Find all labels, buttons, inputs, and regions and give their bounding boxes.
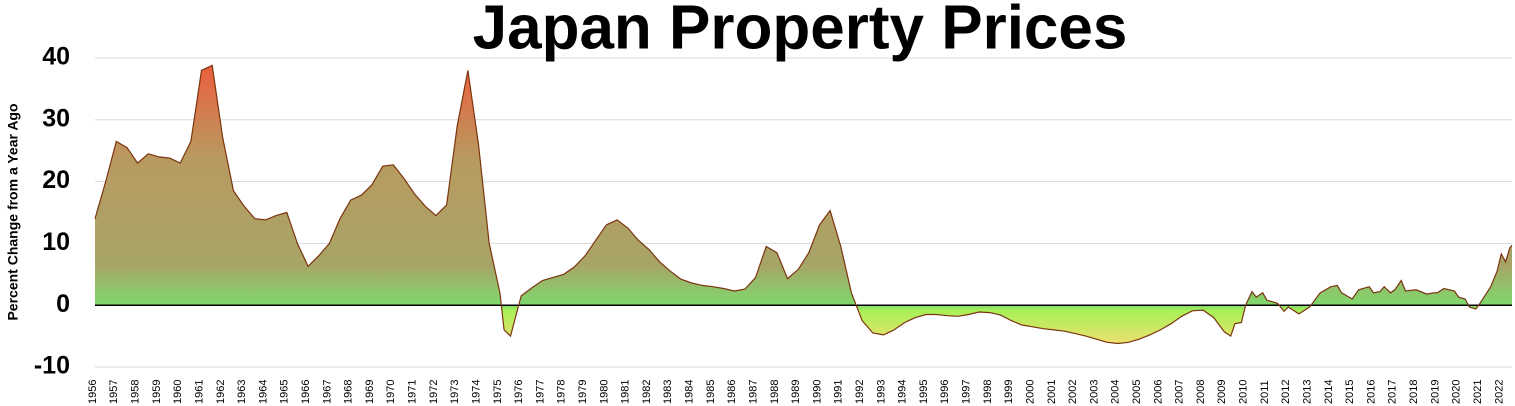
- x-tick-label: 1999: [1003, 380, 1015, 404]
- x-tick-label: 1996: [939, 380, 951, 404]
- x-tick-label: 2000: [1024, 380, 1036, 404]
- y-tick-label: 0: [56, 290, 70, 318]
- x-tick-label: 1959: [151, 380, 163, 404]
- y-tick-label: 30: [42, 104, 70, 132]
- x-tick-label: 1973: [449, 380, 461, 404]
- y-tick-label: 10: [42, 228, 70, 256]
- x-tick-label: 1968: [343, 380, 355, 404]
- x-tick-label: 1991: [833, 380, 845, 404]
- x-tick-label: 2015: [1344, 380, 1356, 404]
- x-tick-label: 2002: [1067, 380, 1079, 404]
- y-tick-label: 20: [42, 166, 70, 194]
- x-tick-label: 1984: [684, 380, 696, 404]
- x-tick-label: 1976: [513, 380, 525, 404]
- x-tick-label: 2005: [1131, 380, 1143, 404]
- x-tick-label: 2009: [1216, 380, 1228, 404]
- x-tick-label: 2016: [1365, 380, 1377, 404]
- x-tick-label: 2006: [1152, 380, 1164, 404]
- x-tick-label: 1992: [854, 380, 866, 404]
- x-tick-label: 1983: [662, 380, 674, 404]
- x-tick-label: 2013: [1301, 380, 1313, 404]
- area: [95, 65, 1512, 344]
- line: [94, 64, 1513, 345]
- x-tick-label: 1956: [87, 380, 99, 404]
- x-tick-label: 1994: [897, 380, 909, 404]
- x-tick-label: 1967: [321, 380, 333, 404]
- x-tick-label: 1975: [492, 380, 504, 404]
- x-tick-label: 1981: [620, 380, 632, 404]
- x-tick-label: 2001: [1046, 380, 1058, 404]
- x-tick-label: 1989: [790, 380, 802, 404]
- x-tick-label: 1997: [961, 380, 973, 404]
- x-tick-label: 1962: [215, 380, 227, 404]
- x-tick-label: 1964: [257, 380, 269, 404]
- x-tick-label: 1971: [407, 380, 419, 404]
- x-tick-label: 2010: [1238, 380, 1250, 404]
- x-tick-label: 1982: [641, 380, 653, 404]
- x-tick-label: 2018: [1408, 380, 1420, 404]
- x-tick-label: 1972: [428, 380, 440, 404]
- x-tick-label: 2012: [1280, 380, 1292, 404]
- x-tick-label: 1960: [172, 380, 184, 404]
- x-tick-label: 1970: [385, 380, 397, 404]
- x-tick-label: 1963: [236, 380, 248, 404]
- x-tick-label: 2007: [1174, 380, 1186, 404]
- x-tick-label: 1998: [982, 380, 994, 404]
- x-tick-label: 1965: [279, 380, 291, 404]
- x-tick-label: 2008: [1195, 380, 1207, 404]
- x-tick-label: 2011: [1259, 380, 1271, 404]
- x-tick-label: 1969: [364, 380, 376, 404]
- x-tick-label: 1966: [300, 380, 312, 404]
- x-tick-label: 1987: [747, 380, 759, 404]
- x-tick-label: 2003: [1088, 380, 1100, 404]
- x-tick-label: 1995: [918, 380, 930, 404]
- y-tick-label: 40: [42, 43, 70, 71]
- x-tick-label: 1974: [470, 380, 482, 404]
- x-tick-label: 1978: [556, 380, 568, 404]
- x-tick-label: 1961: [193, 380, 205, 404]
- x-tick-label: 1993: [875, 380, 887, 404]
- x-tick-label: 1985: [705, 380, 717, 404]
- grid: [95, 57, 1512, 368]
- y-axis-label: Percent Change from a Year Ago: [5, 103, 21, 320]
- chart-title: Japan Property Prices: [473, 0, 1128, 62]
- x-tick-label: 2004: [1110, 380, 1122, 404]
- x-tick-label: 1990: [811, 380, 823, 404]
- x-tick-label: 2022: [1493, 380, 1505, 404]
- x-tick-label: 1986: [726, 380, 738, 404]
- x-tick-label: 1957: [108, 380, 120, 404]
- x-tick-label: 2019: [1429, 380, 1441, 404]
- x-tick-label: 1958: [130, 380, 142, 404]
- x-tick-label: 2021: [1472, 380, 1484, 404]
- x-tick-label: 1980: [598, 380, 610, 404]
- x-tick-label: 2017: [1387, 380, 1399, 404]
- x-tick-label: 1977: [534, 380, 546, 404]
- x-tick-label: 1988: [769, 380, 781, 404]
- plot: [94, 64, 1513, 345]
- x-tick-label: 1979: [577, 380, 589, 404]
- y-tick-label: -10: [34, 352, 70, 380]
- x-tick-label: 2020: [1451, 380, 1463, 404]
- x-tick-label: 2014: [1323, 380, 1335, 404]
